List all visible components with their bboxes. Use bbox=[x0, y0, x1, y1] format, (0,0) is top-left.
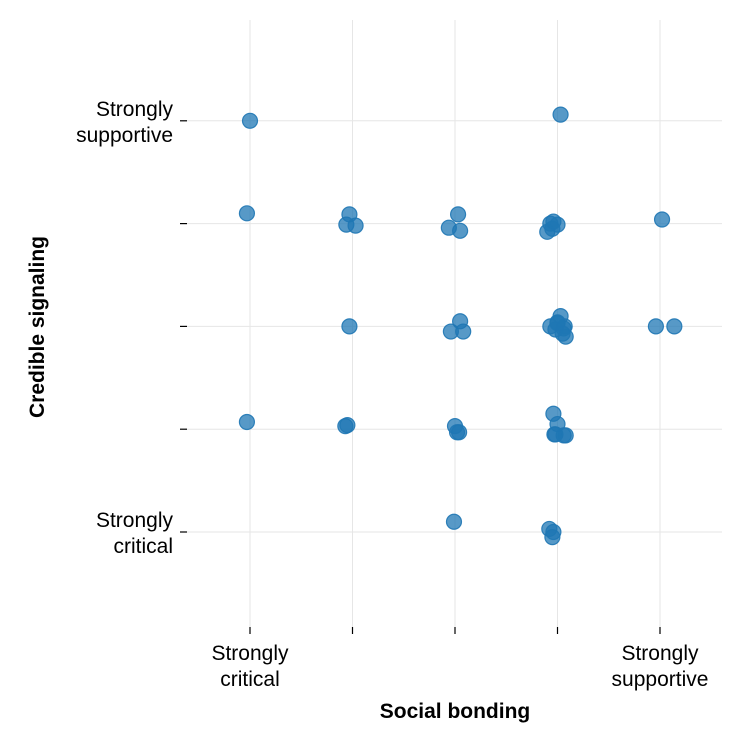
y-tick-label-line: Strongly bbox=[96, 509, 174, 532]
y-tick-label: Strongly supportive bbox=[76, 98, 173, 147]
y-tick-label-line: Strongly bbox=[96, 98, 174, 121]
data-point bbox=[238, 205, 256, 222]
point-layer bbox=[238, 106, 683, 546]
data-point bbox=[445, 513, 463, 530]
x-tick-label-line: Strongly bbox=[621, 642, 699, 665]
data-point bbox=[455, 323, 472, 340]
data-point bbox=[544, 529, 561, 546]
data-point bbox=[653, 211, 671, 228]
y-axis-title: Credible signaling bbox=[26, 236, 49, 418]
x-tick-label-line: critical bbox=[220, 668, 280, 691]
data-point bbox=[347, 217, 364, 234]
x-axis-title: Social bonding bbox=[380, 700, 531, 723]
data-point bbox=[238, 413, 256, 431]
data-point bbox=[451, 424, 468, 441]
x-tick-label-line: supportive bbox=[612, 668, 709, 691]
x-tick-label-line: Strongly bbox=[211, 642, 289, 665]
data-point bbox=[647, 318, 665, 335]
x-tick-label: Strongly supportive bbox=[612, 642, 709, 691]
data-point bbox=[549, 315, 566, 332]
data-point bbox=[666, 318, 683, 335]
data-point bbox=[546, 426, 563, 443]
data-point bbox=[339, 416, 356, 434]
data-point bbox=[241, 112, 259, 129]
data-point bbox=[545, 213, 562, 230]
data-point bbox=[557, 328, 574, 345]
x-tick-label: Strongly critical bbox=[211, 642, 289, 691]
data-point bbox=[449, 206, 467, 223]
data-point bbox=[552, 106, 569, 123]
y-tick-label-line: supportive bbox=[76, 124, 173, 147]
data-point bbox=[452, 222, 469, 239]
y-tick-label-line: critical bbox=[113, 535, 173, 558]
y-tick-label: Strongly critical bbox=[96, 509, 174, 558]
data-point bbox=[341, 318, 358, 335]
